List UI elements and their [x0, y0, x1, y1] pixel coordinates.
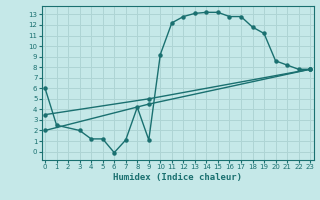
- X-axis label: Humidex (Indice chaleur): Humidex (Indice chaleur): [113, 173, 242, 182]
